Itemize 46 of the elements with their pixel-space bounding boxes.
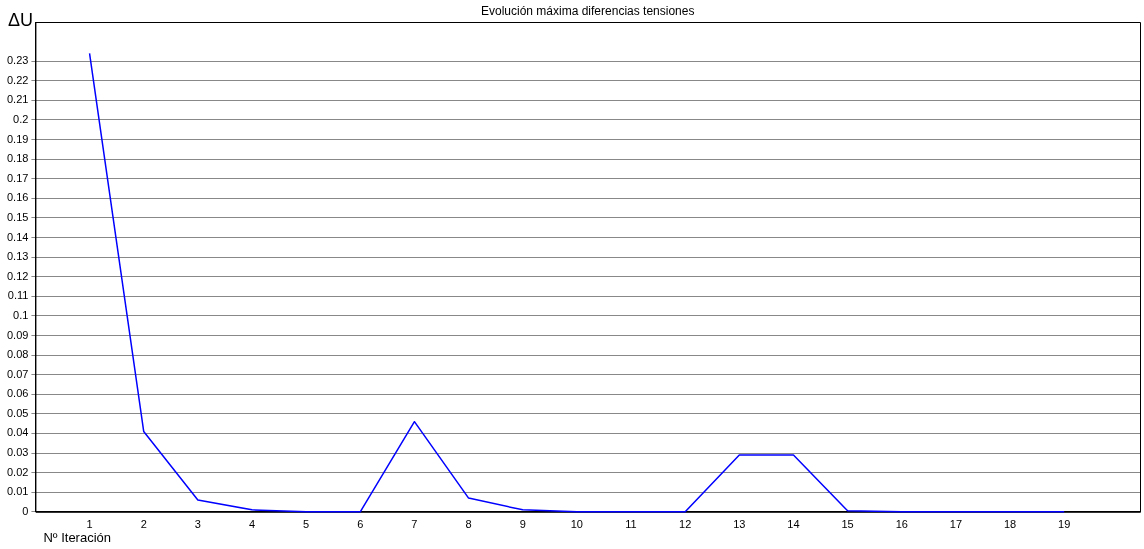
y-tick-label: 0.21 bbox=[6, 93, 29, 106]
y-tick-label: 0.03 bbox=[6, 446, 29, 459]
y-tick-label: 0.22 bbox=[6, 73, 29, 86]
x-tick-label: 13 bbox=[733, 518, 746, 531]
y-tick-label: 0.19 bbox=[6, 132, 29, 145]
x-tick-label: 12 bbox=[679, 518, 692, 531]
y-tick-label: 0.13 bbox=[6, 250, 29, 263]
x-tick-label: 1 bbox=[86, 518, 93, 531]
y-tick-label: 0.06 bbox=[6, 387, 29, 400]
x-tick-label: 14 bbox=[787, 518, 800, 531]
x-tick-label: 19 bbox=[1058, 518, 1071, 531]
y-tick-label: 0.09 bbox=[6, 328, 29, 341]
y-axis-title: ΔU bbox=[8, 9, 34, 30]
x-tick-label: 17 bbox=[949, 518, 963, 531]
y-tick-label: 0.18 bbox=[6, 152, 29, 165]
y-tick-label: 0.07 bbox=[6, 367, 29, 380]
x-tick-label: 6 bbox=[357, 518, 364, 531]
x-tick-label: 2 bbox=[140, 518, 147, 531]
y-tick-label: 0 bbox=[22, 504, 29, 517]
y-tick-label: 0.2 bbox=[13, 112, 29, 125]
x-tick-label: 16 bbox=[895, 518, 908, 531]
x-tick-label: 7 bbox=[411, 518, 418, 531]
y-tick-label: 0.01 bbox=[6, 485, 29, 498]
y-tick-label: 0.05 bbox=[6, 406, 29, 419]
y-tick-label: 0.1 bbox=[13, 308, 29, 321]
y-tick-label: 0.15 bbox=[6, 210, 29, 223]
x-tick-label: 4 bbox=[248, 518, 256, 531]
x-tick-label: 5 bbox=[303, 518, 310, 531]
y-tick-label: 0.12 bbox=[6, 269, 29, 282]
x-axis-title: Nº Iteración bbox=[43, 529, 112, 545]
x-tick-label: 18 bbox=[1003, 518, 1017, 531]
x-tick-label: 11 bbox=[625, 518, 637, 531]
x-tick-label: 15 bbox=[841, 518, 854, 531]
x-tick-label: 8 bbox=[465, 518, 472, 531]
y-tick-label: 0.02 bbox=[6, 465, 29, 478]
y-tick-label: 0.17 bbox=[6, 171, 29, 184]
y-tick-label: 0.14 bbox=[6, 230, 29, 243]
x-tick-label: 3 bbox=[194, 518, 201, 531]
y-tick-label: 0.08 bbox=[6, 348, 29, 361]
x-tick-label: 9 bbox=[519, 518, 526, 531]
x-tick-label: 10 bbox=[570, 518, 583, 531]
y-tick-label: 0.16 bbox=[6, 191, 29, 204]
y-tick-label: 0.11 bbox=[7, 289, 29, 302]
y-tick-label: 0.23 bbox=[6, 54, 29, 67]
chart-title: Evolución máxima diferencias tensiones bbox=[480, 4, 695, 19]
y-tick-label: 0.04 bbox=[6, 426, 29, 439]
